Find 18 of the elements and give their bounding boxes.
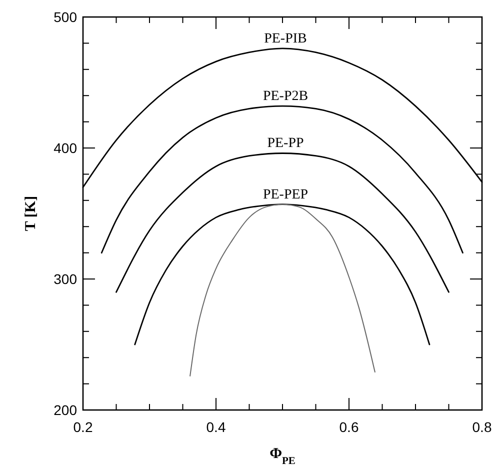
- line-series: [100, 105, 464, 254]
- series-label: PE-PP: [267, 136, 304, 152]
- series-label: PE-PEP: [262, 187, 308, 202]
- x-tick-label: 0.4: [206, 419, 226, 435]
- line-series: [190, 204, 376, 376]
- y-tick-label: 300: [54, 271, 78, 287]
- x-tick-label: 0.8: [472, 419, 492, 435]
- x-tick-label: 0.6: [339, 419, 359, 435]
- y-axis-title: T [K]: [23, 196, 39, 232]
- series-label: PE-P2B: [262, 89, 308, 104]
- y-tick-label: 400: [54, 140, 78, 156]
- x-tick-label: 0.2: [73, 419, 93, 435]
- y-tick-label: 500: [54, 9, 78, 25]
- y-tick-label: 200: [54, 402, 78, 418]
- legend-label: PE-PIB: [264, 31, 307, 46]
- line-series: [116, 152, 450, 293]
- line-series: [134, 204, 430, 346]
- x-axis-title: Φ$_{PE}$: [270, 446, 296, 466]
